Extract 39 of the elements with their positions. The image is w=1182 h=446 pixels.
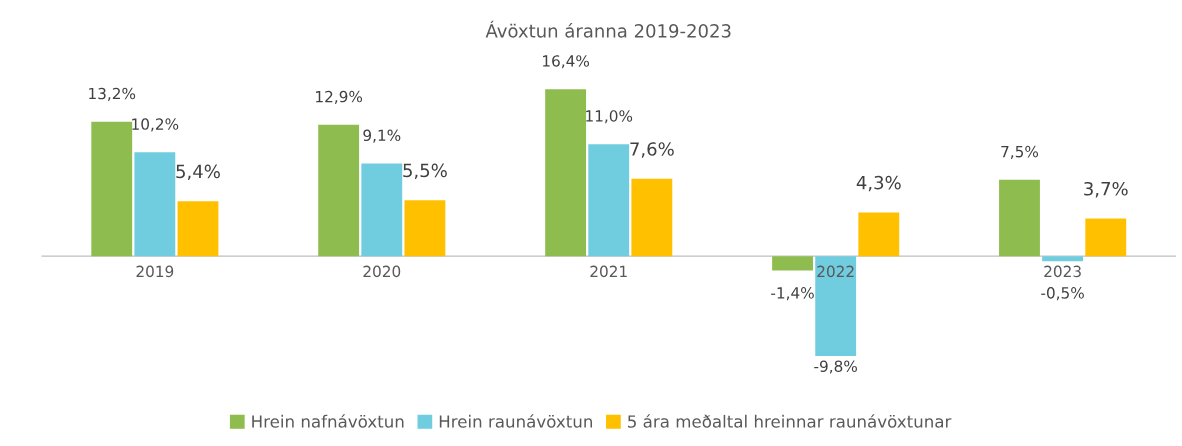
bar — [772, 256, 813, 271]
data-label: -1,4% — [771, 287, 814, 301]
bar — [1085, 218, 1127, 257]
bar — [404, 200, 446, 257]
x-tick-label: 2023 — [1044, 265, 1081, 278]
bar — [588, 144, 630, 257]
x-tick-label: 2019 — [136, 265, 174, 278]
data-label: 7,6% — [630, 142, 674, 158]
data-label: 13,2% — [89, 87, 136, 101]
data-label: 12,9% — [316, 90, 363, 104]
bar — [1042, 256, 1084, 262]
data-label: 16,4% — [543, 55, 590, 69]
data-label: 5,5% — [403, 163, 447, 180]
data-label: -0,5% — [1041, 287, 1084, 301]
x-tick-label: 2020 — [363, 265, 401, 278]
bar — [91, 121, 133, 257]
legend-label: Hrein nafnávöxtun — [252, 414, 404, 428]
legend-label: Hrein raunávöxtun — [439, 414, 592, 428]
bar — [999, 179, 1040, 257]
data-label: -9,8% — [814, 360, 857, 374]
data-label: 10,2% — [132, 118, 179, 132]
bar — [361, 163, 403, 257]
x-tick-label: 2021 — [590, 265, 627, 278]
data-label: 3,7% — [1084, 181, 1128, 198]
bar — [545, 89, 587, 257]
data-label: 5,4% — [176, 164, 220, 181]
data-label: 7,5% — [1001, 145, 1039, 159]
bar — [134, 152, 176, 257]
legend-label: 5 ára meðaltal hreinnar raunávöxtunar — [628, 414, 952, 428]
bar — [318, 124, 360, 257]
x-tick-label: 2022 — [817, 265, 854, 278]
bar — [631, 178, 673, 257]
bar — [177, 201, 219, 257]
bar — [858, 212, 900, 257]
data-label: 4,3% — [856, 175, 901, 192]
data-label: 9,1% — [363, 129, 401, 143]
bar — [815, 256, 857, 356]
chart-title: Ávöxtun áranna 2019-2023 — [485, 20, 731, 38]
data-label: 11,0% — [586, 110, 633, 124]
